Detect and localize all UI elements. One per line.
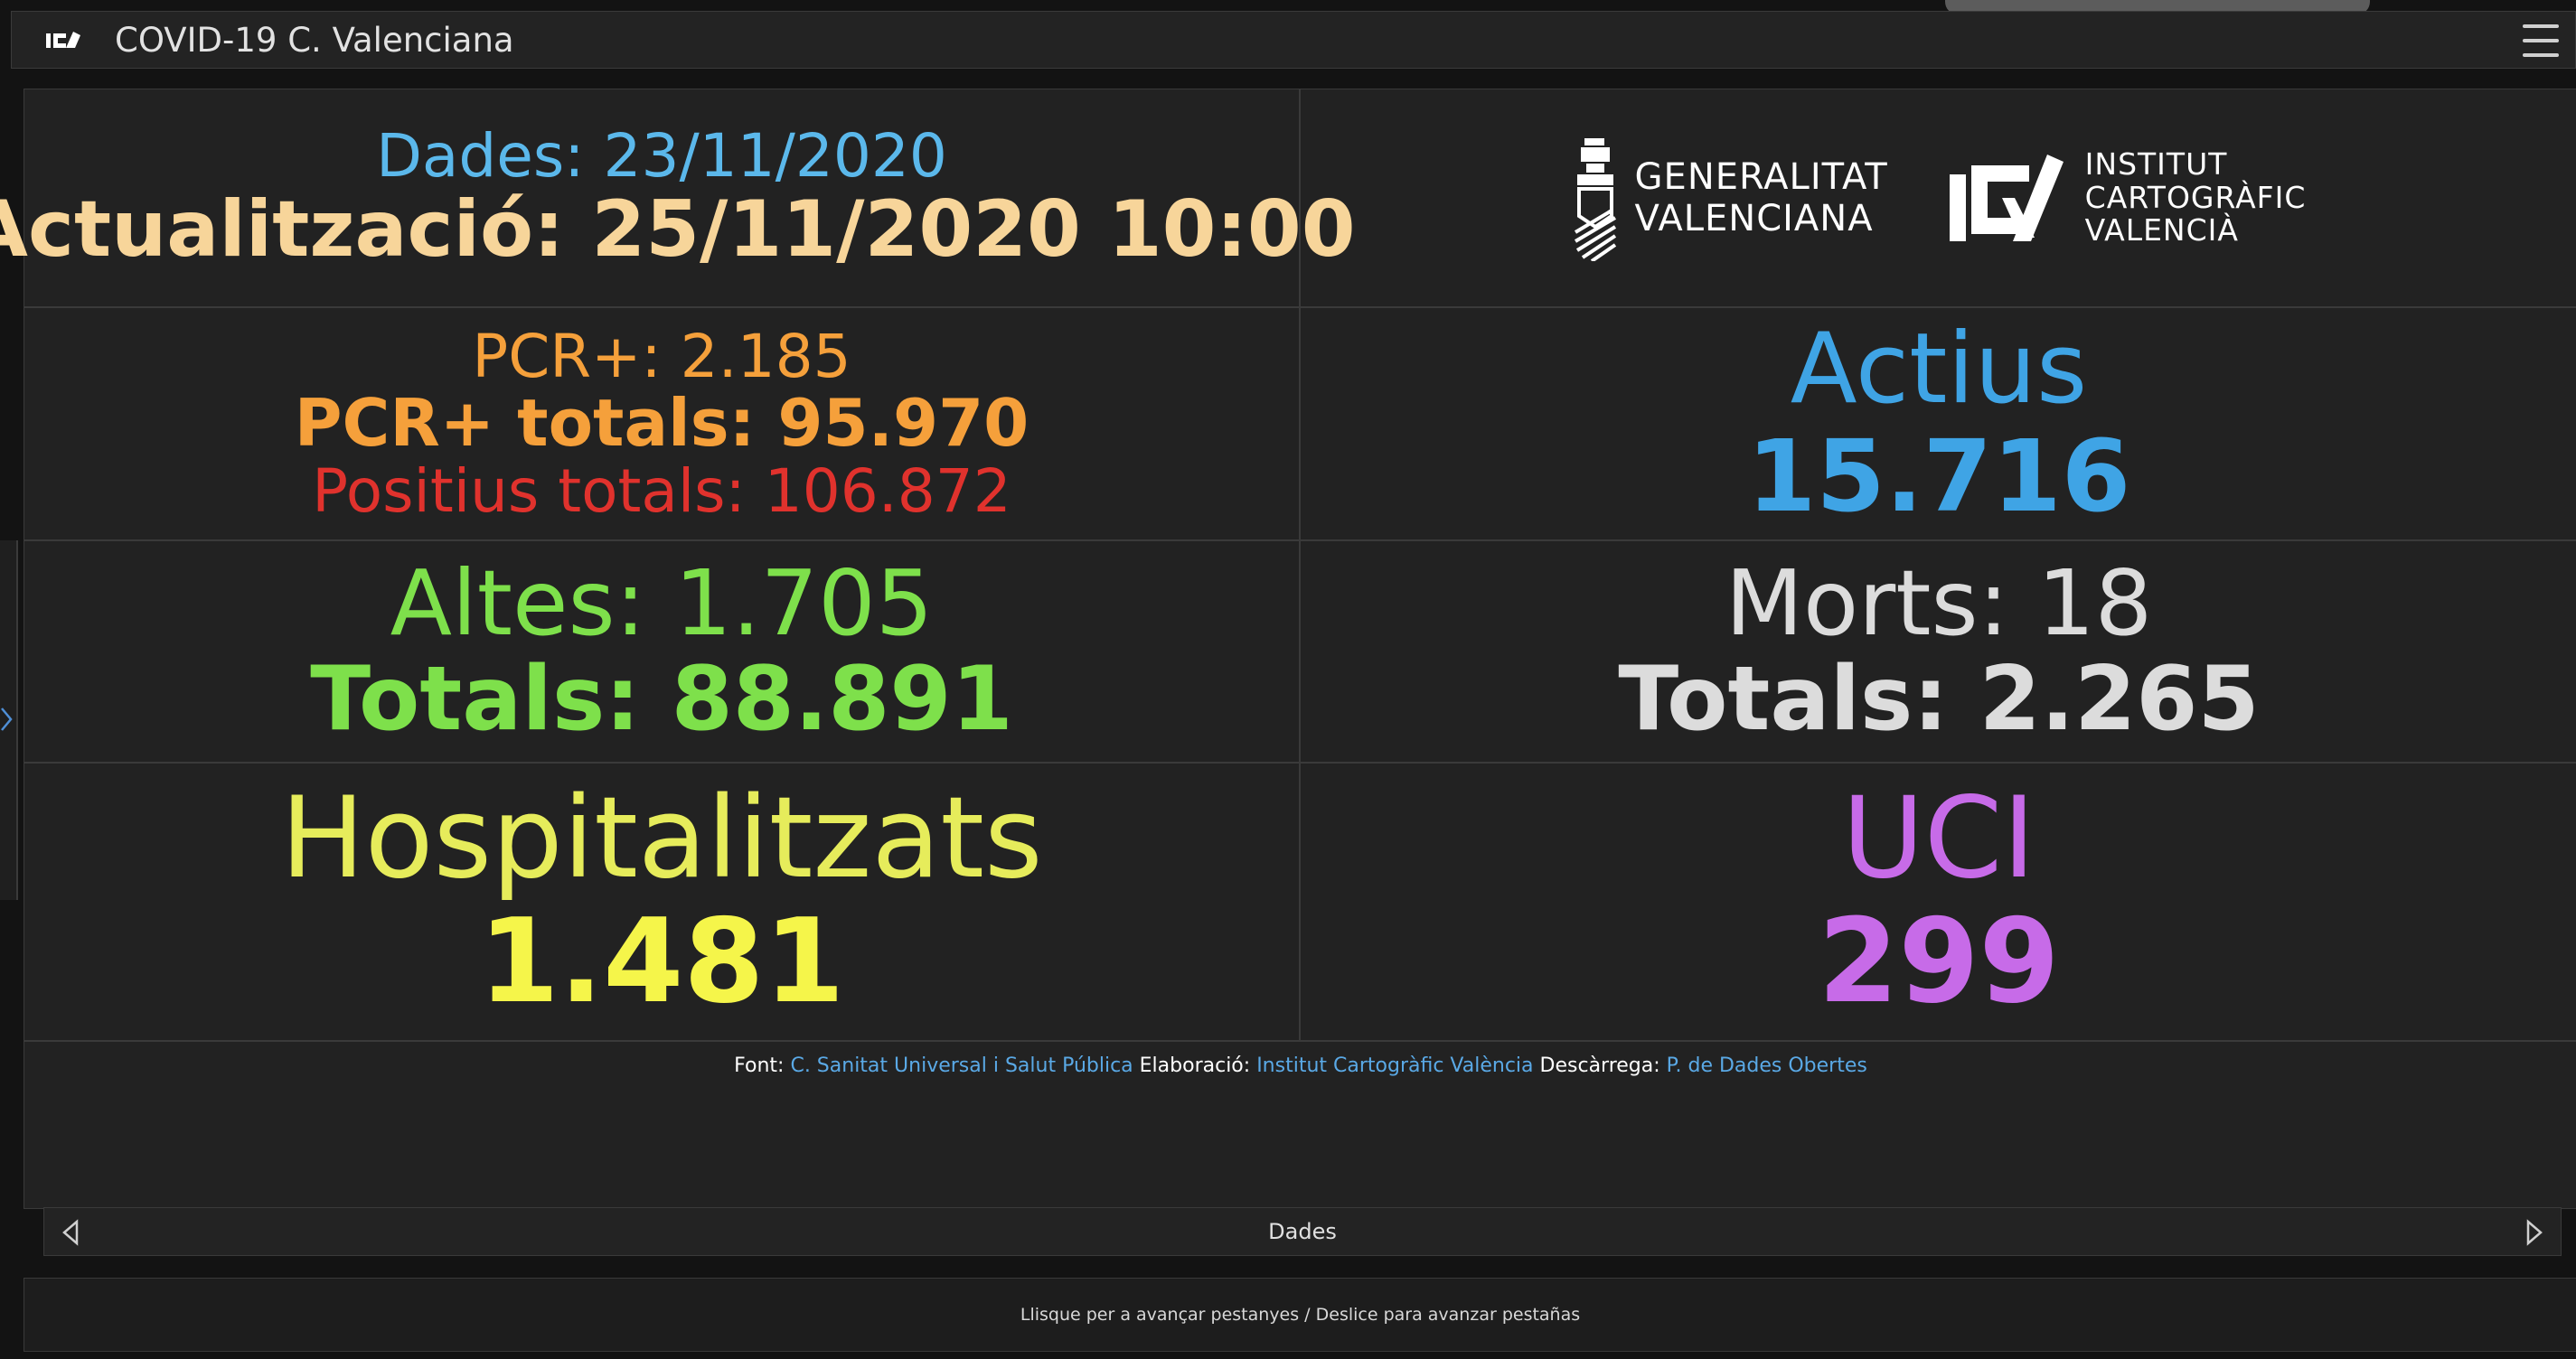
hospitalitzats-cell: Hospitalitzats 1.481 (24, 764, 1301, 1042)
generalitat-line-2: VALENCIANA (1634, 198, 1874, 239)
actius-cell: Actius 15.716 (1301, 308, 2576, 541)
icv-logo-mark-icon (1949, 155, 2064, 241)
data-date: Dades: 23/11/2020 (376, 120, 947, 191)
credits-line: Font: C. Sanitat Universal i Salut Públi… (24, 1054, 2576, 1077)
tab-navigation: Dades (43, 1207, 2562, 1256)
next-tab-arrow-icon[interactable] (2524, 1219, 2544, 1246)
elaboracio-link[interactable]: Institut Cartogràfic València (1256, 1054, 1534, 1077)
dashboard-panel: Dades: 23/11/2020 Actualització: 25/11/2… (0, 89, 2576, 1209)
elaboracio-label: Elaboració: (1139, 1054, 1251, 1077)
logos-cell: GENERALITAT VALENCIANA INSTITUT (1301, 89, 2576, 308)
descarrega-link[interactable]: P. de Dades Obertes (1666, 1054, 1867, 1077)
update-date: Actualització: 25/11/2020 10:00 (0, 184, 1356, 276)
app-title: COVID-19 C. Valenciana (115, 20, 514, 60)
morts-daily: Morts: 18 (1725, 550, 2153, 657)
morts-cell: Morts: 18 Totals: 2.265 (1301, 541, 2576, 764)
icv-logo-icon (46, 32, 80, 48)
dates-cell: Dades: 23/11/2020 Actualització: 25/11/2… (0, 89, 1356, 308)
institut-line-1: INSTITUT (2084, 145, 2228, 182)
altes-daily: Altes: 1.705 (390, 550, 934, 657)
swipe-hint-text: Llisque per a avançar pestanyes / Deslic… (1020, 1305, 1581, 1325)
current-tab-label: Dades (1268, 1219, 1337, 1244)
generalitat-line-1: GENERALITAT (1634, 156, 1888, 198)
descarrega-label: Descàrrega: (1539, 1054, 1660, 1077)
generalitat-emblem-icon (1574, 138, 1616, 261)
indicator-grid: Dades: 23/11/2020 Actualització: 25/11/2… (0, 89, 2576, 1042)
institut-logo: INSTITUT CARTOGRÀFIC VALENCIÀ (1948, 147, 2307, 248)
hospitalitzats-value: 1.481 (478, 894, 845, 1029)
institut-line-2: CARTOGRÀFIC (2084, 179, 2307, 215)
previous-tab-arrow-icon[interactable] (61, 1219, 80, 1246)
logos: GENERALITAT VALENCIANA INSTITUT (1572, 135, 2307, 261)
pcr-daily: PCR+: 2.185 (472, 321, 851, 391)
generalitat-logo: GENERALITAT VALENCIANA (1572, 135, 1888, 261)
uci-cell: UCI 299 (1301, 764, 2576, 1042)
expand-panel-chevron-icon[interactable] (0, 707, 14, 732)
positius-totals: Positius totals: 106.872 (312, 455, 1011, 526)
uci-value: 299 (1818, 894, 2060, 1029)
altes-totals: Totals: 88.891 (310, 648, 1013, 752)
pcr-cell: PCR+: 2.185 PCR+ totals: 95.970 Positius… (24, 308, 1301, 541)
hospitalitzats-label: Hospitalitzats (280, 773, 1043, 904)
actius-value: 15.716 (1746, 417, 2131, 534)
institut-text: INSTITUT CARTOGRÀFIC VALENCIÀ (2084, 145, 2307, 248)
actius-label: Actius (1790, 313, 2088, 426)
uci-label: UCI (1842, 773, 2035, 904)
hamburger-menu-icon[interactable] (2523, 24, 2559, 57)
swipe-hint-bar: Llisque per a avançar pestanyes / Deslic… (24, 1278, 2576, 1352)
pcr-totals: PCR+ totals: 95.970 (294, 385, 1029, 462)
morts-totals: Totals: 2.265 (1618, 648, 2260, 752)
font-label: Font: (734, 1054, 785, 1077)
altes-cell: Altes: 1.705 Totals: 88.891 (24, 541, 1301, 764)
font-link[interactable]: C. Sanitat Universal i Salut Pública (790, 1054, 1133, 1077)
app-header: COVID-19 C. Valenciana (11, 11, 2576, 69)
institut-line-3: VALENCIÀ (2084, 212, 2239, 248)
generalitat-text: GENERALITAT VALENCIANA (1635, 156, 1888, 239)
